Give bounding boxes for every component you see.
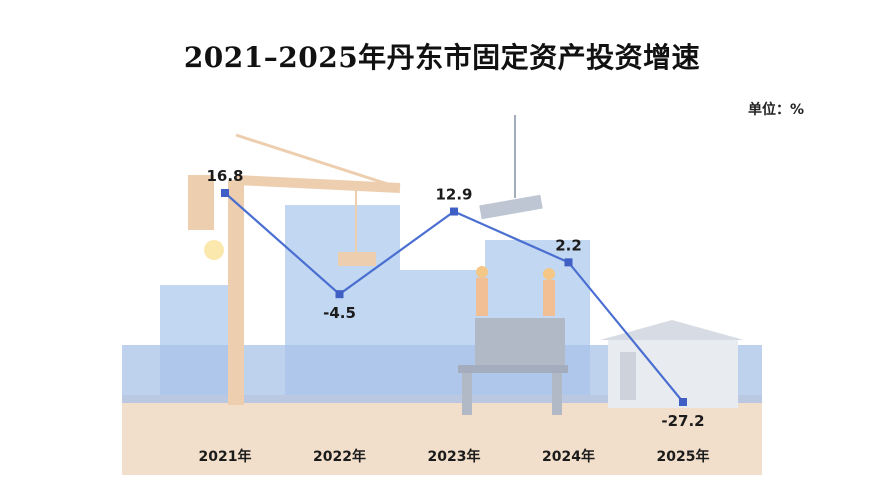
data-points [221,189,687,406]
ground-area [122,395,762,475]
data-point [679,398,687,406]
x-tick-label: 2025年 [657,448,710,465]
x-tick-label: 2022年 [313,448,366,465]
scaffold-leg-right [552,373,562,415]
hut-roof [600,320,744,340]
scaffold-leg-left [462,373,472,415]
worker-figure [476,278,488,316]
data-label: 16.8 [206,167,243,185]
data-point [335,290,344,299]
crane-jib [235,175,401,193]
data-point [564,258,573,267]
crane-cable [235,133,401,190]
data-label: -27.2 [661,412,704,430]
hut-door [620,352,636,400]
chart-title: 2021–2025年丹东市固定资产投资增速 [183,41,701,74]
scaffold-box [475,318,565,368]
worker-helmet [543,268,555,280]
crane-load [338,252,376,266]
x-tick-label: 2023年 [428,448,481,465]
crane-tower [228,180,244,405]
unit-label: 单位：% [747,102,804,118]
data-label: 12.9 [435,186,472,204]
worker-figure [543,280,555,316]
sun-icon [204,240,224,260]
crane-counterweight [188,175,214,230]
steel-beam [479,194,543,220]
worker-helmet [476,266,488,278]
data-point [450,207,458,216]
data-label: -4.5 [323,304,356,322]
x-axis-labels: 2021年 2022年 2023年 2024年 2025年 [199,448,710,465]
data-labels: 16.8 -4.5 12.9 2.2 -27.2 [206,167,704,430]
x-tick-label: 2021年 [199,448,252,465]
x-tick-label: 2024年 [542,448,595,465]
data-point [221,189,229,197]
data-label: 2.2 [555,236,582,254]
scaffold-deck [458,365,568,373]
construction-background [122,115,762,475]
